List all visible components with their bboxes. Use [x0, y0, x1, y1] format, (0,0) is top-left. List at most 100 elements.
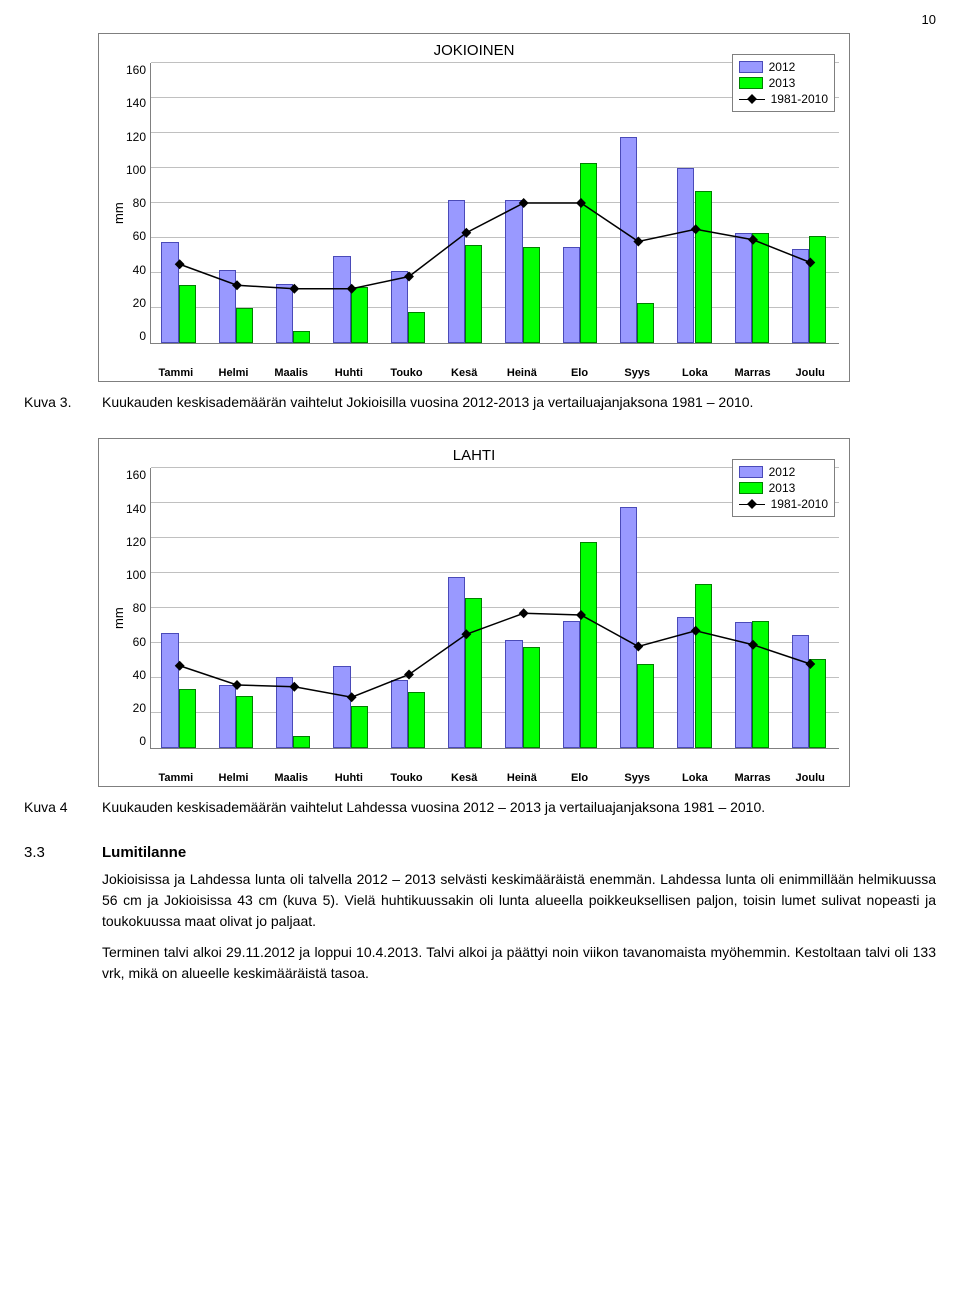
bar-2013: [637, 303, 654, 343]
bar-group: [610, 468, 667, 748]
y-tick: 60: [133, 635, 146, 649]
bar-2012: [505, 640, 522, 749]
bar-group: [208, 63, 265, 343]
bar-2012: [161, 633, 178, 749]
bar-2012: [563, 621, 580, 749]
bar-group: [151, 63, 208, 343]
bar-2012: [448, 200, 465, 344]
chart1-legend: 2012 2013 1981-2010: [732, 54, 835, 112]
x-tick: Marras: [724, 367, 782, 379]
y-tick: 40: [133, 263, 146, 277]
bar-2012: [448, 577, 465, 749]
y-tick: 80: [133, 196, 146, 210]
x-tick: Helmi: [205, 772, 263, 784]
y-tick: 0: [139, 329, 146, 343]
section-title: Lumitilanne: [102, 844, 936, 861]
x-tick: Touko: [378, 367, 436, 379]
y-tick: 160: [126, 63, 146, 77]
y-tick: 40: [133, 668, 146, 682]
bar-group: [552, 63, 609, 343]
bar-2013: [236, 308, 253, 343]
bar-2013: [580, 163, 597, 343]
x-tick: Huhti: [320, 772, 378, 784]
bar-2012: [391, 271, 408, 343]
bar-2012: [333, 256, 350, 344]
bar-group: [495, 468, 552, 748]
bar-group: [208, 468, 265, 748]
bar-2013: [293, 331, 310, 343]
bar-group: [495, 63, 552, 343]
legend-label: 2013: [769, 481, 796, 495]
bar-2013: [351, 287, 368, 343]
bar-2012: [276, 284, 293, 344]
x-tick: Syys: [608, 367, 666, 379]
legend-line-icon: [739, 499, 765, 509]
bar-2013: [809, 236, 826, 343]
x-tick: Tammi: [147, 772, 205, 784]
bar-2013: [523, 647, 540, 749]
section-lumitilanne: 3.3 Lumitilanne Jokioisissa ja Lahdessa …: [24, 844, 936, 994]
caption-label: Kuva 3.: [24, 392, 84, 412]
bar-2013: [408, 692, 425, 748]
legend-label: 2013: [769, 76, 796, 90]
bar-group: [266, 63, 323, 343]
bar-2013: [695, 584, 712, 749]
bar-group: [266, 468, 323, 748]
x-tick: Joulu: [781, 772, 839, 784]
y-tick: 160: [126, 468, 146, 482]
bar-2013: [179, 285, 196, 343]
x-tick: Helmi: [205, 367, 263, 379]
bar-group: [552, 468, 609, 748]
x-tick: Heinä: [493, 772, 551, 784]
chart-lahti: LAHTI 2012 2013 1981-2010 mm 16014012010…: [98, 438, 850, 787]
bar-2012: [505, 200, 522, 344]
bar-2012: [677, 617, 694, 748]
bar-group: [380, 468, 437, 748]
bar-2013: [465, 598, 482, 749]
bar-2012: [620, 507, 637, 749]
bar-group: [438, 468, 495, 748]
bar-2013: [236, 696, 253, 749]
bar-group: [610, 63, 667, 343]
bar-2013: [351, 706, 368, 748]
x-tick: Maalis: [262, 367, 320, 379]
x-tick: Elo: [551, 367, 609, 379]
bar-2013: [637, 664, 654, 748]
section-number: 3.3: [24, 844, 84, 861]
chart1-title: JOKIOINEN: [109, 42, 839, 59]
x-tick: Heinä: [493, 367, 551, 379]
x-tick: Syys: [608, 772, 666, 784]
caption-label: Kuva 4: [24, 797, 84, 817]
bar-group: [667, 468, 724, 748]
bar-2013: [695, 191, 712, 343]
y-tick: 60: [133, 229, 146, 243]
bar-2013: [752, 621, 769, 749]
bar-group: [323, 63, 380, 343]
bar-2013: [465, 245, 482, 343]
bar-2012: [735, 622, 752, 748]
x-tick: Loka: [666, 772, 724, 784]
bar-2013: [580, 542, 597, 749]
x-tick: Touko: [378, 772, 436, 784]
chart1-x-axis: TammiHelmiMaalisHuhtiToukoKesäHeinäEloSy…: [147, 367, 839, 379]
x-tick: Kesä: [435, 772, 493, 784]
x-tick: Marras: [724, 772, 782, 784]
x-tick: Joulu: [781, 367, 839, 379]
bar-2012: [276, 677, 293, 749]
section-para-2: Terminen talvi alkoi 29.11.2012 ja loppu…: [102, 942, 936, 984]
bar-2013: [179, 689, 196, 749]
caption-kuva4: Kuva 4 Kuukauden keskisademäärän vaihtel…: [24, 797, 936, 817]
y-tick: 80: [133, 601, 146, 615]
y-tick: 0: [139, 734, 146, 748]
x-tick: Huhti: [320, 367, 378, 379]
bar-2012: [333, 666, 350, 748]
chart2-ylabel: mm: [109, 468, 126, 768]
legend-label: 2012: [769, 465, 796, 479]
bar-2012: [563, 247, 580, 343]
bar-2013: [293, 736, 310, 748]
bar-2012: [161, 242, 178, 344]
bar-2012: [219, 685, 236, 748]
legend-line-icon: [739, 94, 765, 104]
x-tick: Maalis: [262, 772, 320, 784]
section-para-1: Jokioisissa ja Lahdessa lunta oli talvel…: [102, 869, 936, 932]
